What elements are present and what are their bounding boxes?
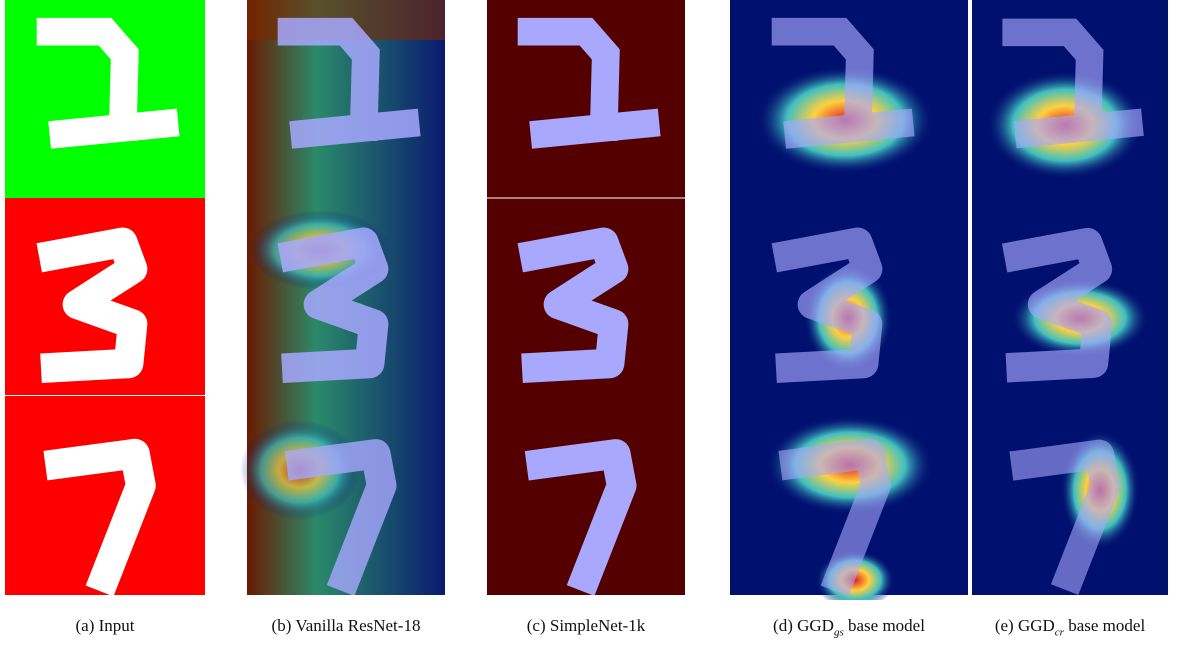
caption-tag: (a) — [75, 616, 95, 635]
caption: (c) SimpleNet-1k — [466, 616, 706, 636]
caption: (d) GGDgs base model — [729, 616, 969, 638]
caption-name: SimpleNet-1k — [549, 616, 646, 635]
caption-tag: (d) — [773, 616, 793, 635]
col-c — [487, 0, 685, 595]
col-b — [240, 0, 445, 595]
caption-name: Input — [98, 616, 135, 635]
caption-tag: (e) — [994, 616, 1014, 635]
caption-name: GGD — [1017, 616, 1055, 635]
caption: (a) Input — [0, 616, 225, 636]
caption-name: GGD — [797, 616, 834, 635]
caption-subscript: cr — [1054, 626, 1064, 639]
caption-tag: (b) — [271, 616, 292, 635]
caption-name: Vanilla ResNet-18 — [295, 616, 421, 635]
caption: (b) Vanilla ResNet-18 — [226, 616, 466, 636]
caption: (e) GGDcr base model — [950, 616, 1190, 638]
figure-panels — [5, 0, 1168, 600]
caption-suffix: base model — [848, 616, 925, 635]
caption-subscript: gs — [833, 626, 844, 639]
col-e — [972, 0, 1168, 595]
col-a — [5, 0, 205, 595]
caption-tag: (c) — [526, 616, 546, 635]
col-d — [730, 0, 968, 600]
caption-suffix: base model — [1068, 616, 1146, 635]
